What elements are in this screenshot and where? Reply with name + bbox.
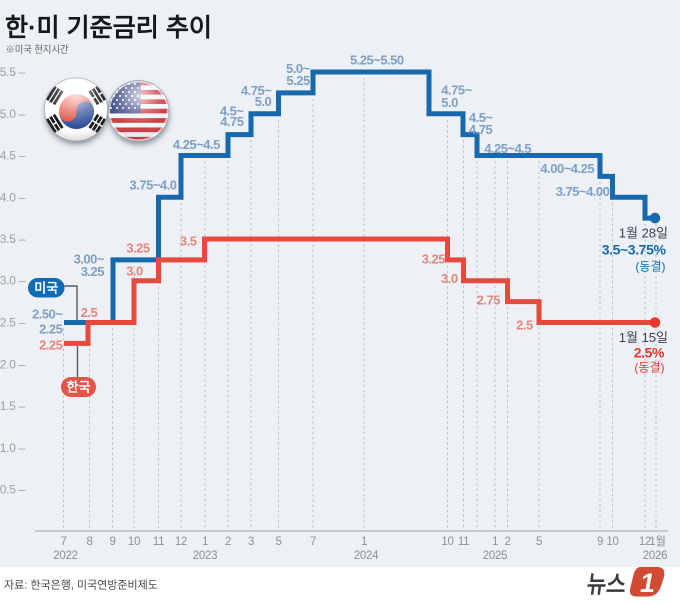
svg-text:4.75~: 4.75~	[241, 83, 272, 98]
svg-text:12: 12	[175, 536, 187, 548]
svg-text:자료: 한국은행, 미국연방준비제도: 자료: 한국은행, 미국연방준비제도	[4, 579, 158, 592]
svg-text:5.25: 5.25	[286, 73, 310, 88]
svg-text:3.5: 3.5	[180, 233, 197, 248]
svg-text:2.0 –: 2.0 –	[0, 357, 26, 371]
svg-text:1: 1	[202, 536, 208, 548]
svg-text:9: 9	[109, 536, 115, 548]
svg-text:뉴스: 뉴스	[585, 572, 627, 599]
svg-text:1: 1	[492, 536, 498, 548]
svg-text:2.5%: 2.5%	[634, 345, 665, 361]
svg-text:1: 1	[638, 567, 658, 598]
svg-text:1월 28일: 1월 28일	[619, 226, 668, 241]
svg-text:2: 2	[504, 536, 510, 548]
svg-text:2.5: 2.5	[81, 305, 98, 320]
svg-text:2026: 2026	[643, 550, 667, 562]
svg-text:4.25~4.5: 4.25~4.5	[173, 137, 220, 152]
svg-text:4.75: 4.75	[220, 114, 244, 129]
svg-text:0.5 –: 0.5 –	[0, 483, 26, 497]
svg-text:4.5 –: 4.5 –	[0, 149, 26, 163]
svg-text:4.25~4.5: 4.25~4.5	[484, 141, 531, 156]
svg-text:1월: 1월	[649, 535, 665, 548]
svg-text:9: 9	[597, 536, 603, 548]
svg-text:2.50~: 2.50~	[32, 306, 63, 321]
svg-text:5.0~: 5.0~	[286, 61, 311, 76]
svg-text:5.0 –: 5.0 –	[0, 107, 26, 121]
svg-text:10: 10	[441, 536, 453, 548]
svg-text:2024: 2024	[354, 550, 379, 562]
svg-text:5.25~5.50: 5.25~5.50	[350, 53, 404, 68]
svg-text:7: 7	[60, 536, 66, 548]
svg-text:5: 5	[536, 536, 542, 548]
svg-text:4.75~: 4.75~	[441, 83, 472, 98]
svg-text:(동결): (동결)	[635, 260, 665, 274]
svg-text:2025: 2025	[483, 550, 507, 562]
svg-text:1월 15일: 1월 15일	[619, 330, 668, 345]
svg-text:1.5 –: 1.5 –	[0, 399, 26, 413]
svg-text:3.0: 3.0	[441, 271, 458, 286]
svg-text:11: 11	[458, 536, 469, 548]
svg-text:3.25: 3.25	[422, 252, 446, 267]
svg-text:4.5~: 4.5~	[220, 103, 245, 118]
svg-text:3.25: 3.25	[81, 264, 105, 279]
svg-text:5: 5	[275, 536, 281, 548]
svg-text:11: 11	[153, 536, 164, 548]
svg-text:2.25: 2.25	[39, 322, 63, 337]
svg-text:3: 3	[248, 536, 254, 548]
svg-text:미국: 미국	[34, 280, 58, 295]
svg-text:2.75: 2.75	[477, 293, 501, 308]
svg-text:2.25: 2.25	[39, 337, 63, 352]
svg-text:4.5~: 4.5~	[469, 110, 494, 125]
svg-text:3.25: 3.25	[126, 241, 150, 256]
svg-text:3.0: 3.0	[126, 264, 143, 279]
svg-text:2.5: 2.5	[516, 317, 533, 332]
svg-text:4.0 –: 4.0 –	[0, 190, 26, 204]
svg-text:10: 10	[606, 536, 618, 548]
svg-text:3.5 –: 3.5 –	[0, 232, 26, 246]
svg-text:3.75~4.00: 3.75~4.00	[556, 184, 610, 199]
svg-text:3.00~: 3.00~	[74, 252, 105, 267]
svg-text:12: 12	[639, 536, 651, 548]
svg-text:한·미 기준금리 추이: 한·미 기준금리 추이	[5, 14, 212, 42]
svg-text:4.75: 4.75	[469, 122, 493, 137]
svg-text:2: 2	[225, 536, 231, 548]
svg-text:(동결): (동결)	[634, 361, 664, 375]
svg-text:7: 7	[310, 536, 316, 548]
svg-text:2.5 –: 2.5 –	[0, 316, 26, 330]
svg-text:2023: 2023	[193, 550, 217, 562]
svg-text:4.00~4.25: 4.00~4.25	[540, 161, 594, 176]
svg-text:8: 8	[86, 536, 92, 548]
svg-text:3.75~4.0: 3.75~4.0	[130, 178, 177, 193]
svg-text:10: 10	[128, 536, 140, 548]
svg-text:5.0: 5.0	[441, 95, 458, 110]
svg-text:1: 1	[361, 536, 367, 548]
svg-text:3.5~3.75%: 3.5~3.75%	[602, 242, 667, 258]
svg-text:3.0 –: 3.0 –	[0, 274, 26, 288]
svg-text:5.5 –: 5.5 –	[0, 65, 26, 79]
svg-text:5.0: 5.0	[255, 94, 272, 109]
svg-text:한국: 한국	[67, 380, 91, 395]
svg-text:2022: 2022	[53, 550, 77, 562]
svg-text:1.0 –: 1.0 –	[0, 441, 26, 455]
svg-text:※미국 현지시간: ※미국 현지시간	[6, 44, 69, 56]
